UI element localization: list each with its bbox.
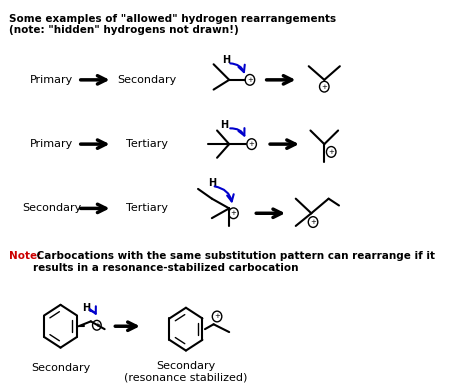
Text: Primary: Primary — [30, 139, 73, 149]
Text: +: + — [321, 83, 327, 90]
Text: +: + — [214, 314, 220, 319]
Text: Tertiary: Tertiary — [126, 139, 168, 149]
Text: +: + — [230, 210, 237, 216]
Text: H: H — [208, 178, 216, 188]
Text: Secondary: Secondary — [22, 203, 82, 213]
Text: Carbocations with the same substitution pattern can rearrange if it
results in a: Carbocations with the same substitution … — [33, 251, 435, 273]
Text: +: + — [247, 77, 253, 83]
Text: Secondary: Secondary — [118, 75, 177, 85]
Text: Note:: Note: — [9, 251, 41, 261]
Text: (note: "hidden" hydrogens not drawn!): (note: "hidden" hydrogens not drawn!) — [9, 25, 238, 35]
Text: H: H — [82, 303, 91, 313]
Text: H: H — [220, 119, 228, 130]
Text: Secondary: Secondary — [31, 363, 90, 373]
Text: +: + — [94, 322, 100, 328]
Text: H: H — [222, 56, 230, 65]
Text: Secondary
(resonance stabilized): Secondary (resonance stabilized) — [124, 361, 247, 383]
Text: +: + — [249, 141, 255, 147]
Text: Some examples of "allowed" hydrogen rearrangements: Some examples of "allowed" hydrogen rear… — [9, 14, 336, 24]
Text: +: + — [310, 219, 316, 225]
Text: Primary: Primary — [30, 75, 73, 85]
Text: Tertiary: Tertiary — [126, 203, 168, 213]
Text: +: + — [328, 149, 334, 155]
